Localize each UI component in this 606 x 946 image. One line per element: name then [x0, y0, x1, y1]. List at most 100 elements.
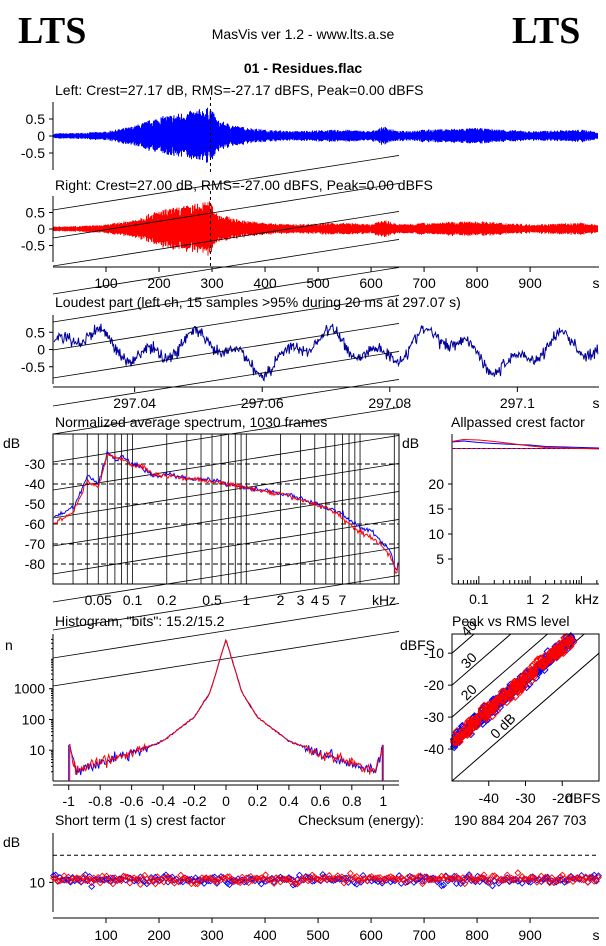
right-crest-point [359, 875, 367, 883]
left-crest-point [440, 881, 448, 889]
right-peakrms-point [452, 737, 461, 746]
right-crest-point [310, 873, 318, 881]
allpass-title: Allpassed crest factor [451, 414, 585, 430]
right-peakrms-point [452, 726, 462, 736]
right-crest-point [117, 877, 125, 885]
crest-xtick-label: 600 [359, 927, 383, 943]
right-crest-point [370, 874, 378, 882]
peakrms-frame [451, 633, 600, 782]
right-crest-point [518, 873, 526, 881]
app-title: MasVis ver 1.2 - www.lts.a.se [211, 26, 395, 42]
left-crest-point [88, 883, 96, 890]
peakrms-diagonal [452, 634, 549, 718]
peakrms-ytick-label: -10 [424, 645, 444, 661]
right-peakrms-point [541, 659, 550, 668]
spectrum-xtick-label: 7 [339, 592, 347, 608]
file-name: 01 - Residues.flac [243, 60, 363, 76]
right-peakrms-point [504, 692, 513, 701]
right-crest-point [516, 875, 524, 883]
peakrms-xtick-label: -20 [552, 790, 572, 806]
spectrum-slope-line [52, 295, 400, 351]
spectrum-panel: -30 -40 -50 -60 -70 -80 0.05 0.1 0.2 0.5 1 2 3 4 5 7 kHz… [3, 155, 400, 687]
right-crest-point [495, 877, 503, 885]
right-peakrms-point [480, 708, 490, 718]
left-wave-ytick-label: -0.5 [21, 145, 45, 161]
right-wave-xtick-label: 500 [306, 275, 330, 291]
spectrum-title: Normalized average spectrum, 1030 frames [55, 414, 328, 430]
histogram-xtick-label: -1 [63, 793, 76, 809]
right-peakrms-point [550, 644, 560, 654]
right-crest-point [346, 869, 354, 877]
right-crest-point [206, 874, 214, 882]
right-wave-xtick-label: 700 [412, 275, 436, 291]
right-wave-xtick-label: 900 [518, 275, 542, 291]
right-crest-point [423, 873, 431, 881]
right-crest-point [338, 873, 346, 881]
right-crest-point [406, 876, 414, 884]
right-peakrms-point [455, 734, 464, 743]
spectrum-ytick-label: -50 [25, 496, 45, 512]
spectrum-xtick-label: 1 [242, 592, 250, 608]
allpass-ylabel: dB [402, 435, 419, 451]
spectrum-slope-line [52, 155, 400, 211]
spectrum-slope-line [52, 463, 400, 519]
loudest-ytick-label: 0.5 [26, 324, 46, 340]
crest-panel: dB 10 100 200 300 400 500 600 700 800 900 s [3, 833, 602, 943]
spectrum-xtick-label: 0.2 [157, 592, 177, 608]
loudest-xtick-label: 297.04 [113, 395, 156, 411]
right-peakrms-point [499, 687, 509, 697]
right-crest-point [209, 876, 217, 884]
right-crest-point [548, 874, 556, 882]
histogram-title: Histogram, "bits": 15.2/15.2 [55, 613, 225, 629]
right-crest-point [245, 879, 253, 887]
right-crest-point [435, 875, 443, 883]
right-crest-point [92, 876, 100, 883]
right-crest-point [478, 873, 486, 881]
peakrms-diagonal-label: 20 [458, 681, 480, 703]
right-crest-point [391, 875, 399, 883]
spectrum-slope-line [52, 547, 400, 603]
right-peakrms-point [463, 730, 472, 739]
allpass-xtick-label: 1 [526, 591, 534, 607]
left-crest-point [200, 879, 208, 887]
right-peakrms-point [471, 718, 481, 728]
right-peakrms-point [513, 686, 522, 696]
right-crest-point [438, 872, 446, 880]
peakrms-ylabel: dBFS [400, 637, 435, 653]
spectrum-slope-line [52, 435, 400, 491]
right-histogram-line [69, 638, 383, 775]
right-crest-point [584, 878, 592, 886]
right-crest-point [544, 874, 552, 882]
spectrum-xunit: kHz [372, 592, 396, 608]
spectrum-slope-line [52, 631, 400, 687]
right-peakrms-point [560, 633, 569, 643]
right-peakrms-point [459, 725, 468, 735]
left-channel-title: Left: Crest=27.17 dB, RMS=-27.17 dBFS, P… [55, 82, 424, 98]
spectrum-slope-line [52, 519, 400, 575]
right-crest-point [595, 873, 602, 881]
loudest-ytick-label: -0.5 [21, 359, 45, 375]
right-crest-point [503, 871, 511, 879]
spectrum-ylabel: dB [3, 435, 20, 451]
right-peakrms-point [548, 654, 557, 663]
right-peakrms-point [510, 677, 520, 687]
right-peakrms-point [464, 723, 474, 733]
right-peakrms-point [491, 695, 501, 705]
histogram-xtick-label: 0.8 [342, 793, 362, 809]
right-crest-point [293, 880, 301, 888]
left-wave-waveform [53, 107, 598, 163]
peakrms-xtick-label: -30 [515, 790, 535, 806]
right-crest-point [452, 872, 460, 880]
right-crest-point [96, 879, 104, 887]
right-crest-point [262, 871, 270, 879]
right-crest-point [240, 876, 248, 884]
right-crest-point [491, 872, 499, 880]
spectrum-xtick-label: 5 [322, 592, 330, 608]
right-peakrms-point [483, 711, 492, 721]
right-wave-xtick-label: 100 [94, 275, 118, 291]
right-peakrms-point [516, 677, 526, 686]
allpass-xtick-label: 2 [542, 591, 550, 607]
right-crest-point [160, 878, 168, 886]
crest-xtick-label: 300 [200, 927, 224, 943]
